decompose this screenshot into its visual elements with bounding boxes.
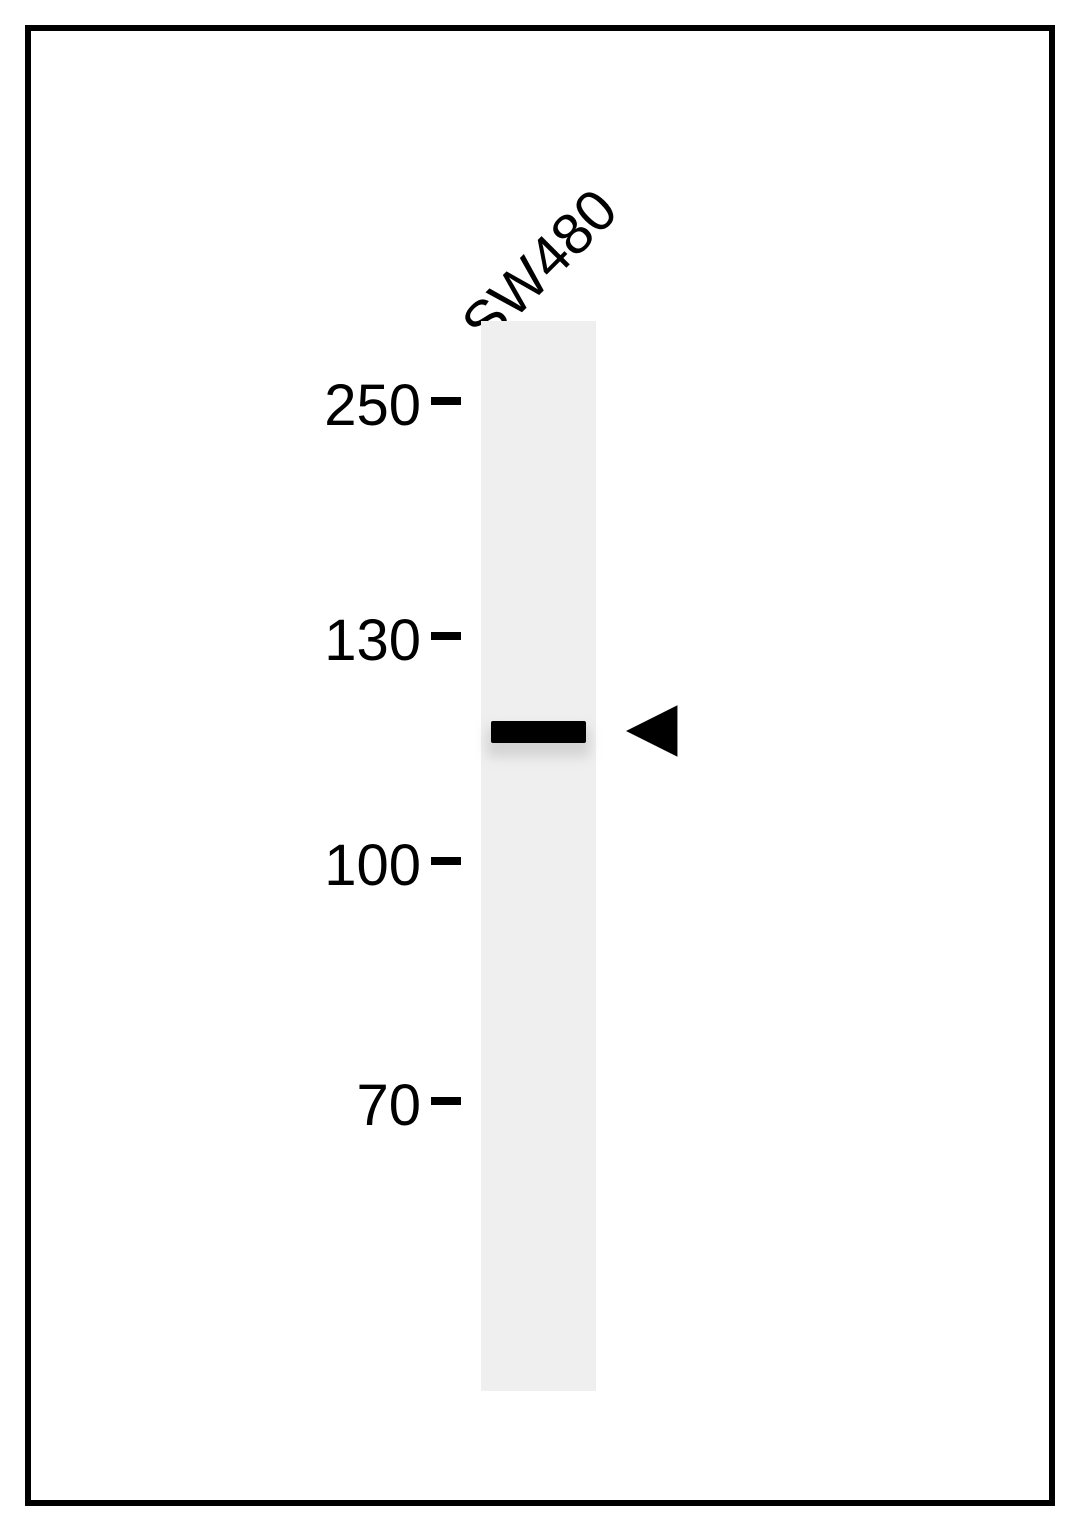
mw-marker-label: 250 — [261, 372, 421, 439]
blot-lane — [481, 321, 596, 1391]
band-pointer-arrow-icon — [621, 701, 691, 766]
figure-frame: SW480 25013010070 — [25, 25, 1055, 1506]
mw-marker-label: 70 — [261, 1072, 421, 1139]
mw-marker-tick — [431, 1097, 461, 1105]
mw-marker-label: 100 — [261, 832, 421, 899]
blot-band — [491, 721, 586, 743]
mw-marker-tick — [431, 397, 461, 405]
mw-marker-tick — [431, 632, 461, 640]
figure-content: SW480 25013010070 — [31, 31, 1049, 1500]
mw-marker-tick — [431, 857, 461, 865]
mw-marker-label: 130 — [261, 607, 421, 674]
